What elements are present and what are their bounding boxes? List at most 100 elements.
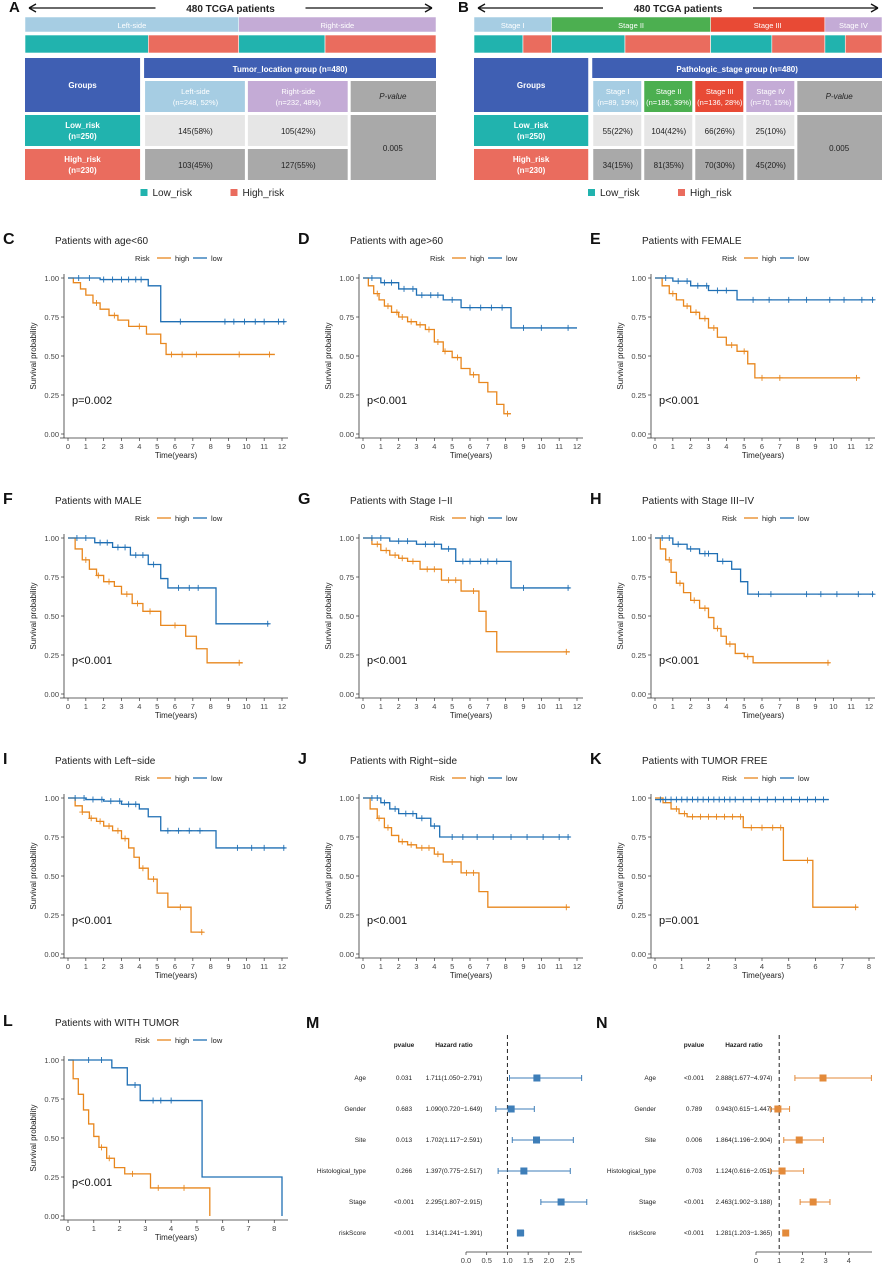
table-cell — [644, 149, 693, 180]
column-header-cell — [247, 81, 348, 112]
x-tick-label: 12 — [573, 702, 581, 711]
row-name: Gender — [344, 1106, 367, 1113]
y-tick-label: 0.25 — [44, 911, 59, 920]
censor-mark-high — [106, 578, 113, 585]
groups-header: Groups — [517, 81, 546, 90]
censor-mark-low — [694, 282, 701, 289]
km-curve-high — [655, 537, 830, 664]
x-tick-label: 3 — [706, 702, 710, 711]
x-axis-label: Time(years) — [155, 971, 198, 980]
x-tick-label: 4 — [724, 702, 728, 711]
y-tick-label: 0.00 — [44, 1212, 59, 1221]
arrow-heads — [28, 3, 433, 13]
table-value: 66(26%) — [705, 127, 736, 136]
y-tick-label: 0.75 — [44, 573, 59, 582]
censor-mark-low — [139, 552, 146, 559]
y-tick-label: 0.75 — [44, 313, 59, 322]
censor-mark-low — [477, 558, 484, 565]
row-name: Age — [354, 1075, 366, 1082]
panel-label: F — [3, 491, 13, 508]
censor-mark-high — [853, 374, 860, 381]
legend-low: Low_risk — [153, 188, 193, 199]
censor-mark-low — [565, 324, 572, 331]
censor-mark-low — [524, 834, 531, 840]
x-tick-label: 9 — [226, 962, 230, 971]
x-tick-label: 0 — [66, 1224, 70, 1233]
censor-mark-high — [737, 813, 744, 820]
censor-mark-high — [776, 374, 783, 381]
censor-mark-low — [556, 834, 563, 840]
category-segment — [824, 16, 883, 33]
km-curve-high — [68, 277, 275, 356]
censor-mark-high — [759, 824, 765, 831]
km-curve-low — [68, 537, 270, 625]
censor-mark-high — [384, 824, 391, 831]
censor-mark-low — [431, 541, 438, 548]
censor-mark-low — [132, 1081, 139, 1088]
censor-mark-high — [434, 338, 441, 345]
legend-low: low — [798, 514, 810, 523]
censor-mark-low — [721, 796, 728, 803]
censor-mark-high — [728, 342, 735, 349]
panel-label: I — [3, 751, 7, 768]
censor-mark-high — [181, 1184, 188, 1191]
censor-mark-low — [381, 799, 388, 806]
censor-mark-low — [678, 796, 685, 803]
censor-mark-high — [198, 929, 205, 936]
x-axis-label: Time(years) — [155, 711, 198, 720]
censor-mark-high — [424, 566, 431, 573]
x-tick-label: 1 — [84, 442, 88, 451]
y-tick-label: 0.00 — [631, 690, 646, 699]
censor-mark-high — [824, 659, 831, 666]
y-tick-label: 0.50 — [631, 872, 646, 881]
x-axis-label: Time(years) — [450, 711, 493, 720]
censor-mark-low — [705, 796, 712, 803]
legend-high: high — [175, 1036, 189, 1045]
row-hr-text: 2.463(1.902−3.188) — [716, 1199, 773, 1206]
censor-mark-high — [150, 876, 157, 883]
censor-mark-low — [756, 796, 763, 803]
censor-mark-low — [657, 796, 664, 803]
censor-mark-high — [399, 555, 406, 562]
y-tick-label: 0.50 — [44, 352, 59, 361]
x-tick-label: 12 — [278, 702, 286, 711]
row-name: Site — [355, 1137, 367, 1144]
censor-mark-low — [508, 834, 515, 840]
censor-mark-low — [723, 287, 730, 294]
row-name: Histological_type — [607, 1168, 657, 1175]
x-tick-label: 7 — [246, 1224, 250, 1233]
x-tick-label: 7 — [191, 702, 195, 711]
censor-mark-low — [109, 276, 116, 283]
pvalue-value: 0.005 — [383, 144, 404, 153]
x-tick-label: 8 — [504, 962, 508, 971]
y-axis-label: Survival probability — [29, 842, 38, 909]
censor-mark-low — [72, 795, 79, 801]
censor-mark-low — [138, 276, 145, 283]
censor-mark-low — [402, 810, 409, 817]
x-tick-label: 9 — [521, 962, 525, 971]
censor-mark-low — [538, 324, 545, 331]
censor-mark-low — [477, 304, 484, 311]
x-tick-label: 2 — [706, 962, 710, 971]
censor-mark-high — [504, 410, 511, 417]
x-tick-label: 12 — [573, 442, 581, 451]
km-panel-L: L Patients with WITH TUMOR Risk high low 0.00… — [3, 1013, 288, 1242]
x-tick-label: 10 — [829, 442, 837, 451]
censor-mark-low — [186, 584, 193, 591]
x-tick-label: 2 — [800, 1256, 804, 1265]
x-tick-label: 5 — [742, 702, 746, 711]
x-tick-label: 3 — [706, 442, 710, 451]
censor-mark-high — [693, 309, 700, 316]
risk-strip-segment — [710, 34, 773, 54]
x-tick-label: 1.5 — [523, 1256, 533, 1265]
x-tick-label: 2 — [689, 702, 693, 711]
censor-mark-high — [122, 835, 129, 842]
censor-mark-low — [499, 304, 506, 311]
censor-mark-low — [73, 535, 80, 541]
censor-mark-high — [454, 354, 461, 361]
row-hr-text: 1.090(0.720−1.649) — [426, 1106, 483, 1113]
censor-mark-high — [399, 838, 406, 845]
censor-mark-low — [409, 285, 416, 292]
censor-mark-low — [788, 796, 795, 803]
censor-mark-low — [234, 844, 241, 851]
